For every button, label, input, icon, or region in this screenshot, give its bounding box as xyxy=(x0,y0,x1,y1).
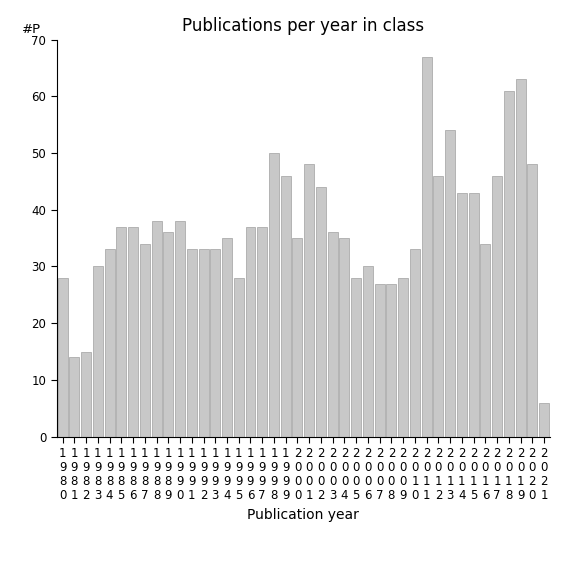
Bar xyxy=(433,176,443,437)
Bar xyxy=(69,357,79,437)
Bar xyxy=(387,284,396,437)
Text: #P: #P xyxy=(22,23,41,36)
Bar xyxy=(104,249,115,437)
Bar xyxy=(175,221,185,437)
Bar xyxy=(363,266,373,437)
Bar xyxy=(351,278,361,437)
Bar xyxy=(210,249,220,437)
Bar xyxy=(140,244,150,437)
Bar xyxy=(480,244,490,437)
Bar xyxy=(316,187,326,437)
Bar xyxy=(151,221,162,437)
Bar xyxy=(281,176,291,437)
Bar xyxy=(539,403,549,437)
Bar xyxy=(93,266,103,437)
Bar xyxy=(527,164,538,437)
Bar xyxy=(187,249,197,437)
Bar xyxy=(234,278,244,437)
Bar xyxy=(246,227,256,437)
Bar xyxy=(293,238,302,437)
Bar xyxy=(515,79,526,437)
Bar xyxy=(163,232,174,437)
Bar xyxy=(492,176,502,437)
Bar xyxy=(340,238,349,437)
Title: Publications per year in class: Publications per year in class xyxy=(182,18,425,35)
Bar xyxy=(304,164,314,437)
Bar xyxy=(58,278,67,437)
Bar xyxy=(504,91,514,437)
Bar xyxy=(198,249,209,437)
Bar xyxy=(457,193,467,437)
Bar xyxy=(445,130,455,437)
Bar xyxy=(410,249,420,437)
Bar xyxy=(469,193,479,437)
Bar xyxy=(222,238,232,437)
Bar xyxy=(375,284,384,437)
Bar xyxy=(128,227,138,437)
Bar xyxy=(269,153,279,437)
Bar xyxy=(328,232,338,437)
Bar xyxy=(116,227,126,437)
Bar xyxy=(422,57,431,437)
Bar xyxy=(81,352,91,437)
X-axis label: Publication year: Publication year xyxy=(247,507,359,522)
Bar xyxy=(398,278,408,437)
Bar xyxy=(257,227,267,437)
